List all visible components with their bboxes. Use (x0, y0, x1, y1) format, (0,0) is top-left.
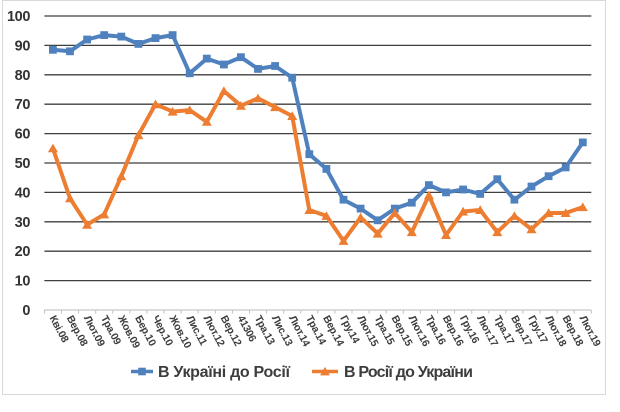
svg-text:70: 70 (15, 97, 31, 113)
svg-text:0: 0 (22, 303, 30, 319)
svg-text:60: 60 (15, 127, 31, 143)
svg-text:80: 80 (15, 68, 31, 84)
svg-text:20: 20 (15, 244, 31, 260)
svg-text:100: 100 (7, 9, 30, 25)
svg-text:В Україні до Росії: В Україні до Росії (158, 364, 291, 381)
svg-text:50: 50 (15, 156, 31, 172)
svg-text:30: 30 (15, 215, 31, 231)
svg-text:90: 90 (15, 38, 31, 54)
svg-text:10: 10 (15, 274, 31, 290)
svg-text:40: 40 (15, 185, 31, 201)
svg-text:В Росії до України: В Росії до України (344, 364, 472, 381)
